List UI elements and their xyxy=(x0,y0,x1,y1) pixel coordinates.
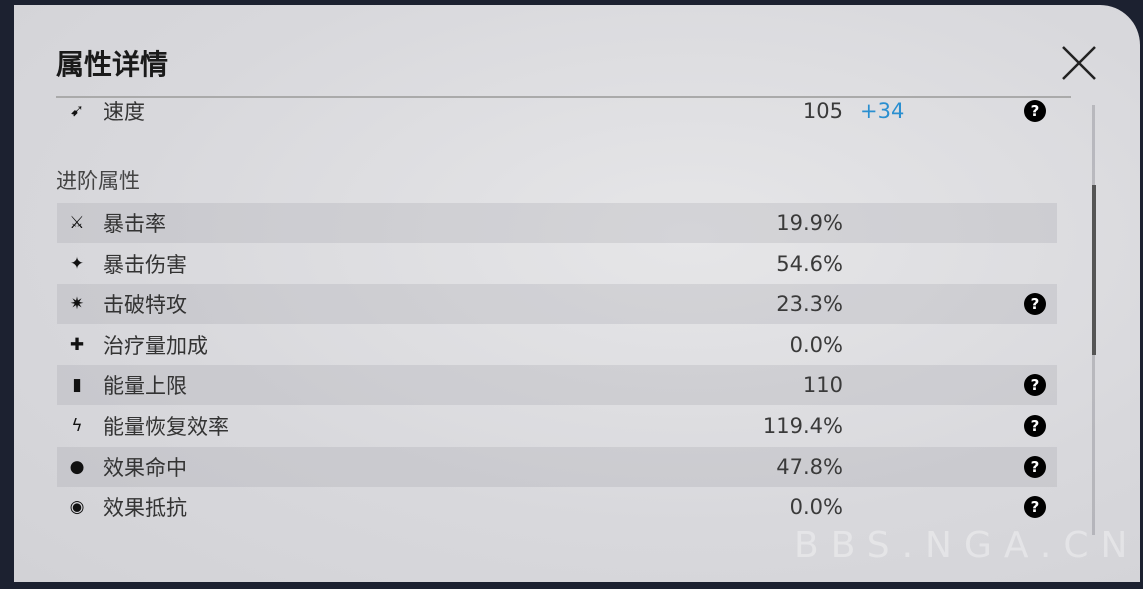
crit-damage-icon: ✦ xyxy=(69,253,85,274)
healing-bonus-icon: ✚ xyxy=(69,334,85,355)
close-icon[interactable] xyxy=(1059,43,1099,83)
stat-row: ◉ 效果抵抗 0.0%? xyxy=(57,487,1057,527)
watermark: BBS.NGA.CN xyxy=(794,525,1140,566)
break-effect-icon: ✷ xyxy=(69,294,85,315)
effect-hit-icon: ● xyxy=(69,456,85,477)
stat-label: 暴击率 xyxy=(103,212,166,236)
stat-value: 54.6% xyxy=(776,251,843,276)
stat-value: 19.9% xyxy=(776,211,843,235)
energy-regen-icon: ϟ xyxy=(71,416,83,436)
scrollbar-thumb[interactable] xyxy=(1092,185,1096,355)
attribute-details-panel: 属性详情 ➹ 速度 105 +34 ? 进阶属性 ⚔ 暴击率 19.9% ✦ 暴击… xyxy=(14,5,1140,582)
crit-rate-icon: ⚔ xyxy=(69,213,85,233)
stat-value: 23.3% xyxy=(776,292,843,317)
stat-label: 效果命中 xyxy=(103,455,187,480)
stat-value: 110 xyxy=(802,373,843,398)
help-icon[interactable]: ? xyxy=(1024,455,1046,478)
max-energy-icon: ▮ xyxy=(72,375,82,396)
stat-row: ● 效果命中 47.8%? xyxy=(57,446,1057,487)
stat-row: ⚔ 暴击率 19.9% xyxy=(57,203,1057,243)
stat-value: 0.0% xyxy=(789,495,843,520)
stat-label: 治疗量加成 xyxy=(103,333,208,358)
stat-bonus: +34 xyxy=(860,99,905,123)
stat-label: 暴击伤害 xyxy=(103,252,187,277)
stat-row: ✚ 治疗量加成 0.0% xyxy=(57,325,1057,365)
stat-row: ✦ 暴击伤害 54.6% xyxy=(57,244,1057,284)
divider xyxy=(56,96,1071,98)
speed-icon: ➹ xyxy=(69,101,85,121)
stat-row: ✷ 击破特攻 23.3%? xyxy=(57,284,1057,325)
help-icon[interactable]: ? xyxy=(1024,293,1046,316)
stat-value: 47.8% xyxy=(776,454,843,479)
stat-row: ▮ 能量上限 110? xyxy=(57,365,1057,406)
help-icon[interactable]: ? xyxy=(1024,100,1046,122)
stat-label: 能量上限 xyxy=(103,374,187,399)
stat-label: 能量恢复效率 xyxy=(103,415,229,439)
help-icon[interactable]: ? xyxy=(1024,496,1046,519)
section-title: 进阶属性 xyxy=(56,169,140,193)
stat-label: 速度 xyxy=(103,100,145,124)
panel-title: 属性详情 xyxy=(56,48,169,81)
stat-label: 效果抵抗 xyxy=(103,496,187,521)
stat-value: 0.0% xyxy=(789,332,843,357)
effect-res-icon: ◉ xyxy=(69,497,85,518)
help-icon[interactable]: ? xyxy=(1024,415,1046,437)
stat-row: ϟ 能量恢复效率 119.4%? xyxy=(57,406,1057,446)
stat-value: 105 xyxy=(802,99,843,123)
stat-row-speed: ➹ 速度 105 +34 ? xyxy=(57,91,1057,131)
stat-value: 119.4% xyxy=(762,414,843,438)
help-icon[interactable]: ? xyxy=(1024,374,1046,397)
stat-label: 击破特攻 xyxy=(103,293,187,318)
